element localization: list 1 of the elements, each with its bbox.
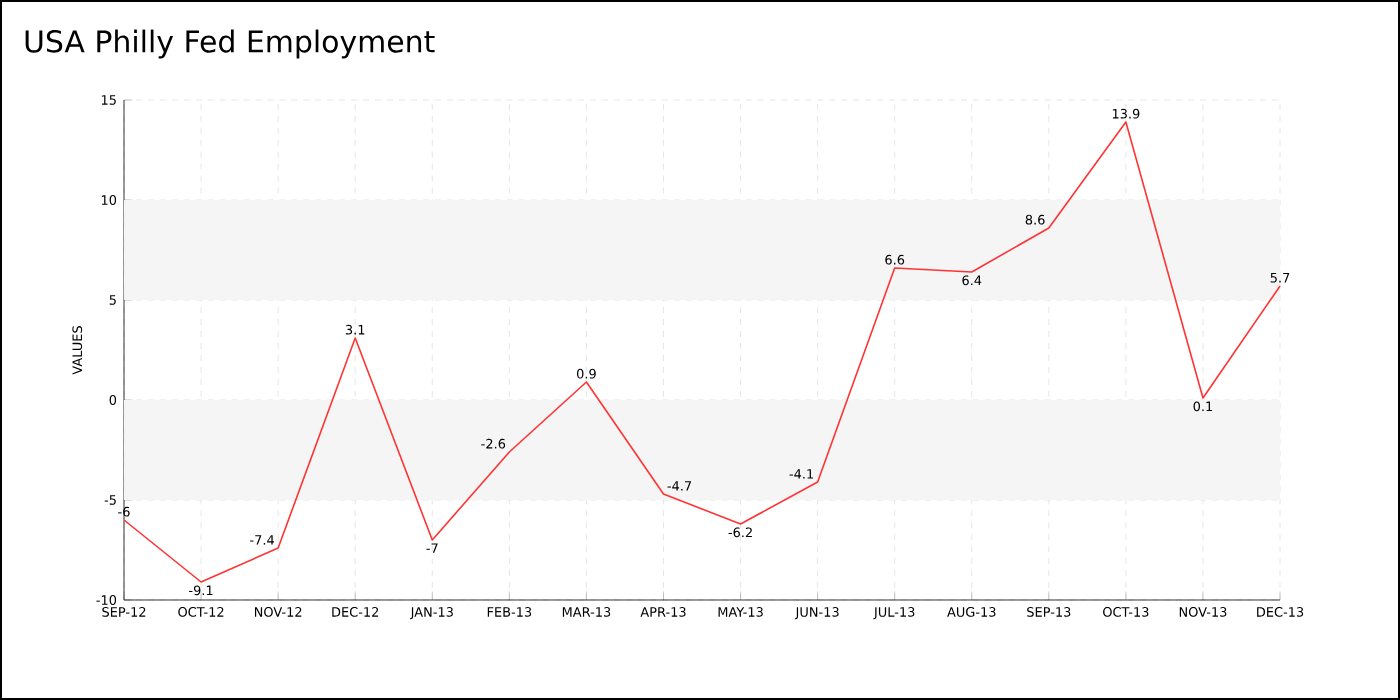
chart-title: USA Philly Fed Employment xyxy=(25,29,435,59)
